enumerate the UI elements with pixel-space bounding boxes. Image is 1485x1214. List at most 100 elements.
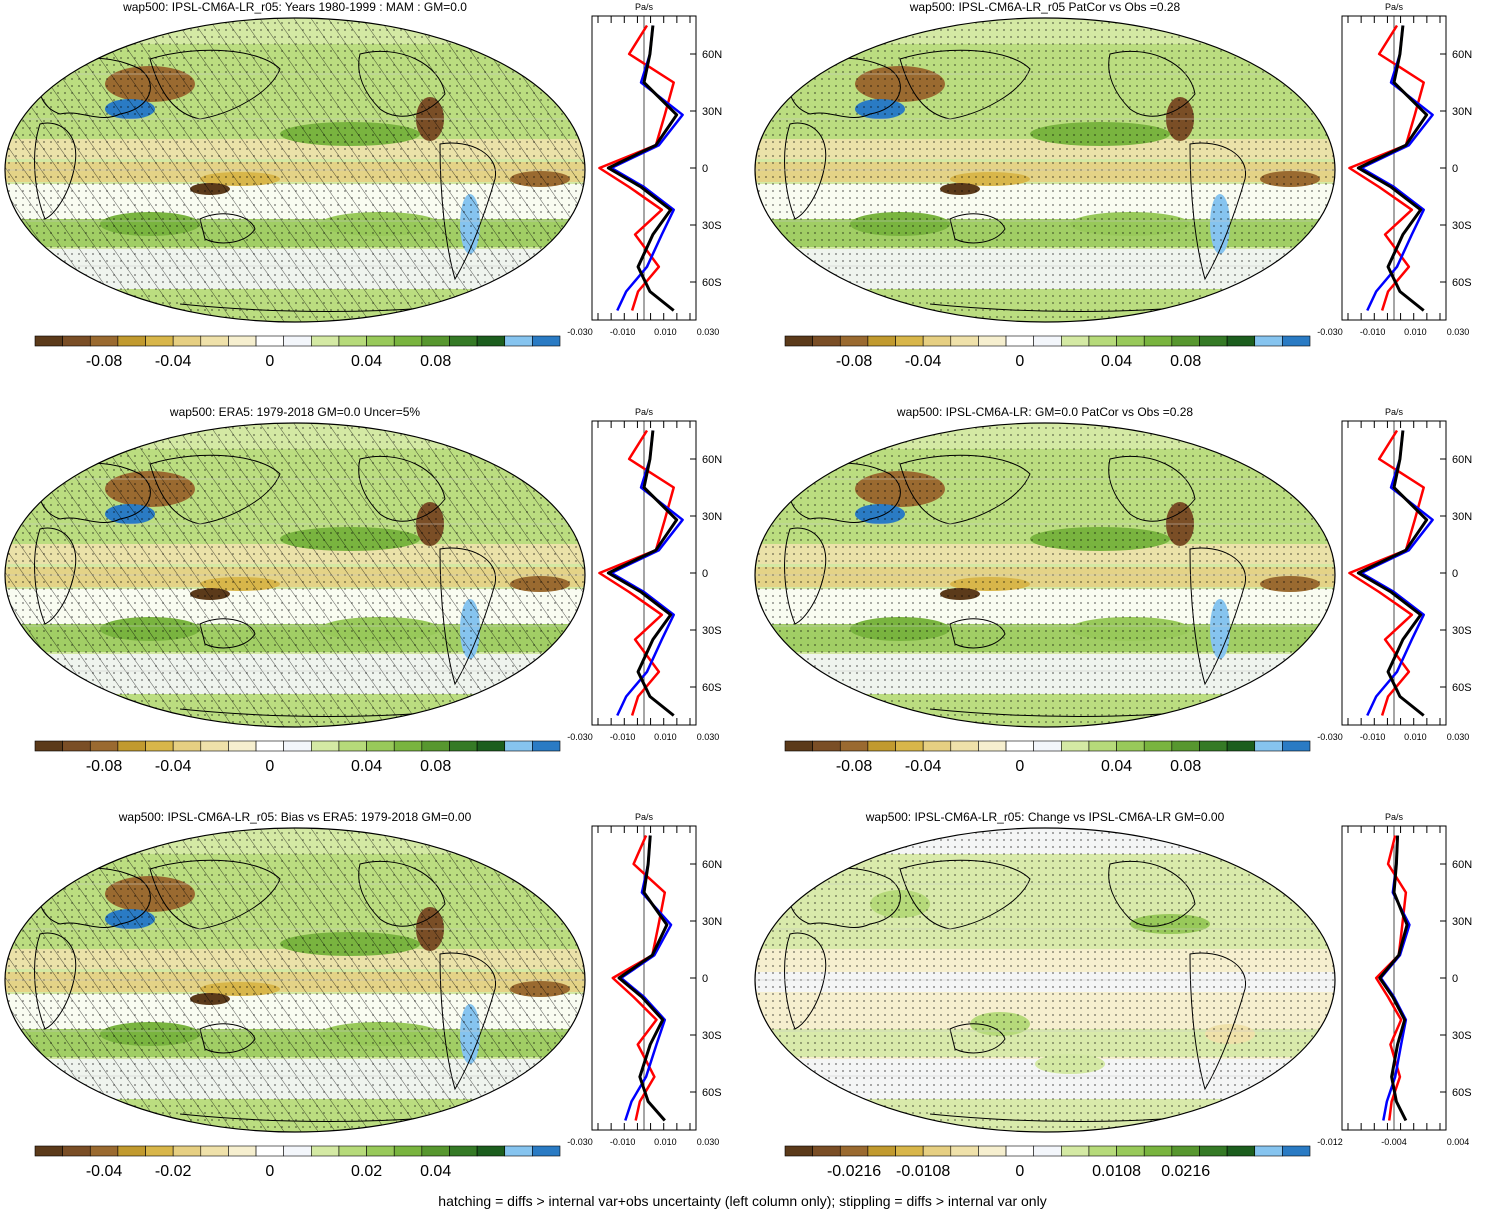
y-tick-label: 30S <box>1452 625 1472 637</box>
y-tick-label: 30S <box>1452 1030 1472 1042</box>
panel-6: wap500: IPSL-CM6A-LR_r05: Change vs IPSL… <box>750 810 1485 1214</box>
colorbar-swatch <box>1005 740 1034 752</box>
zonal-profile: Pa/s 60N 30N 0 30S 60S -0.030 -0.010 0.010 0.030 <box>567 407 722 742</box>
profile-red-line <box>598 429 675 716</box>
colorbar-swatch <box>421 740 450 752</box>
colorbar-label: 0 <box>1015 758 1024 775</box>
colorbar-swatch <box>255 335 284 347</box>
profile-red-line <box>611 834 667 1121</box>
colorbar-swatch <box>366 740 395 752</box>
colorbar-swatch <box>366 335 395 347</box>
x-tick-label: -0.030 <box>567 1137 593 1147</box>
profile-unit: Pa/s <box>1385 407 1404 417</box>
x-tick-label: 0.030 <box>697 327 720 337</box>
colorbar-swatch <box>1143 1145 1173 1157</box>
y-tick-label: 60N <box>702 454 722 466</box>
colorbar-swatch <box>978 740 1007 752</box>
colorbar-swatch <box>504 1145 533 1157</box>
x-tick-label: 0.010 <box>1404 732 1427 742</box>
colorbar-label: 0 <box>265 758 274 775</box>
y-tick-label: 60N <box>1452 49 1472 61</box>
colorbar-swatch <box>200 335 229 347</box>
colorbar-label: 0 <box>1015 353 1024 370</box>
colorbar-swatch <box>476 1145 506 1157</box>
colorbar-swatch <box>255 740 284 752</box>
colorbar-label: 0.02 <box>351 1163 382 1180</box>
colorbar-swatch <box>922 1145 952 1157</box>
colorbar-swatch <box>117 335 146 347</box>
colorbar-label: -0.04 <box>905 353 942 370</box>
colorbar-swatch <box>1005 335 1034 347</box>
zonal-profile: Pa/s 60N 30N 0 30S 60S -0.030 -0.010 0.010 0.030 <box>1317 407 1472 742</box>
profile-unit: Pa/s <box>635 812 654 822</box>
x-tick-label: 0.030 <box>697 732 720 742</box>
colorbar-swatch <box>504 335 533 347</box>
y-tick-label: 60S <box>1452 277 1472 289</box>
profile-red-line <box>1348 429 1425 716</box>
colorbar: -0.08 -0.04 0 0.04 0.08 <box>784 335 1311 370</box>
colorbar-swatch <box>1199 740 1228 752</box>
hatching <box>5 18 585 322</box>
profile-black-line <box>606 25 679 312</box>
colorbar-swatch <box>228 335 257 347</box>
colorbar-label: 0 <box>265 1163 274 1180</box>
colorbar-label: 0.04 <box>351 353 382 370</box>
colorbar-label: -0.0216 <box>827 1163 881 1180</box>
colorbar-label: -0.04 <box>86 1163 123 1180</box>
x-tick-label: 0.030 <box>697 1137 720 1147</box>
colorbar-swatch <box>1282 740 1311 752</box>
colorbar-swatch <box>117 1145 146 1157</box>
panel-title: wap500: IPSL-CM6A-LR_r05 PatCor vs Obs =… <box>909 0 1181 14</box>
colorbar-swatch <box>812 335 841 347</box>
colorbar-swatch <box>393 1145 423 1157</box>
colorbar-label: 0.08 <box>420 353 451 370</box>
colorbar-swatch <box>1226 740 1256 752</box>
colorbar-label: 0.08 <box>420 758 451 775</box>
panel-title: wap500: IPSL-CM6A-LR_r05: Years 1980-199… <box>123 0 467 14</box>
colorbar-label: 0.08 <box>1170 758 1201 775</box>
profile-unit: Pa/s <box>1385 812 1404 822</box>
colorbar-swatch <box>1061 1145 1090 1157</box>
y-tick-label: 0 <box>702 163 708 175</box>
colorbar-swatch <box>283 740 312 752</box>
colorbar-swatch <box>978 1145 1007 1157</box>
colorbar-label: 0.04 <box>420 1163 451 1180</box>
colorbar-swatch <box>172 1145 202 1157</box>
colorbar-swatch <box>62 335 91 347</box>
panel-5: wap500: IPSL-CM6A-LR_r05: Bias vs ERA5: … <box>0 810 742 1214</box>
x-tick-label: 0.004 <box>1447 1137 1470 1147</box>
colorbar-swatch <box>172 740 202 752</box>
colorbar-swatch <box>1088 740 1117 752</box>
colorbar-swatch <box>34 335 63 347</box>
zonal-profile: Pa/s 60N 30N 0 30S 60S -0.030 -0.010 0.010 0.030 <box>1317 2 1472 337</box>
map-field <box>5 18 585 322</box>
colorbar-swatch <box>1116 740 1145 752</box>
colorbar-swatch <box>476 740 506 752</box>
colorbar-swatch <box>532 335 561 347</box>
stippling <box>755 828 1335 1132</box>
map-field <box>755 18 1335 322</box>
colorbar-swatch <box>1088 335 1117 347</box>
y-tick-label: 0 <box>1452 163 1458 175</box>
colorbar-swatch <box>812 1145 841 1157</box>
profile-black-line <box>617 835 669 1122</box>
profile-black-line <box>1356 430 1429 717</box>
colorbar-swatch <box>867 335 896 347</box>
colorbar-label: -0.04 <box>155 758 192 775</box>
profile-black-line <box>1378 835 1409 1122</box>
colorbar-swatch <box>532 1145 561 1157</box>
x-tick-label: -0.012 <box>1317 1137 1343 1147</box>
colorbar-swatch <box>867 1145 896 1157</box>
colorbar-swatch <box>1226 335 1256 347</box>
x-tick-label: -0.030 <box>1317 732 1343 742</box>
colorbar-swatch <box>1143 335 1173 347</box>
colorbar-swatch <box>476 335 506 347</box>
x-tick-label: -0.010 <box>610 327 636 337</box>
world-map <box>4 827 586 1133</box>
y-tick-label: 30N <box>702 511 722 523</box>
y-tick-label: 30N <box>1452 916 1472 928</box>
colorbar-swatch <box>311 1145 340 1157</box>
panel-3: wap500: ERA5: 1979-2018 GM=0.0 Uncer=5% -… <box>0 405 742 809</box>
colorbar-swatch <box>950 335 979 347</box>
y-tick-label: 30N <box>1452 106 1472 118</box>
